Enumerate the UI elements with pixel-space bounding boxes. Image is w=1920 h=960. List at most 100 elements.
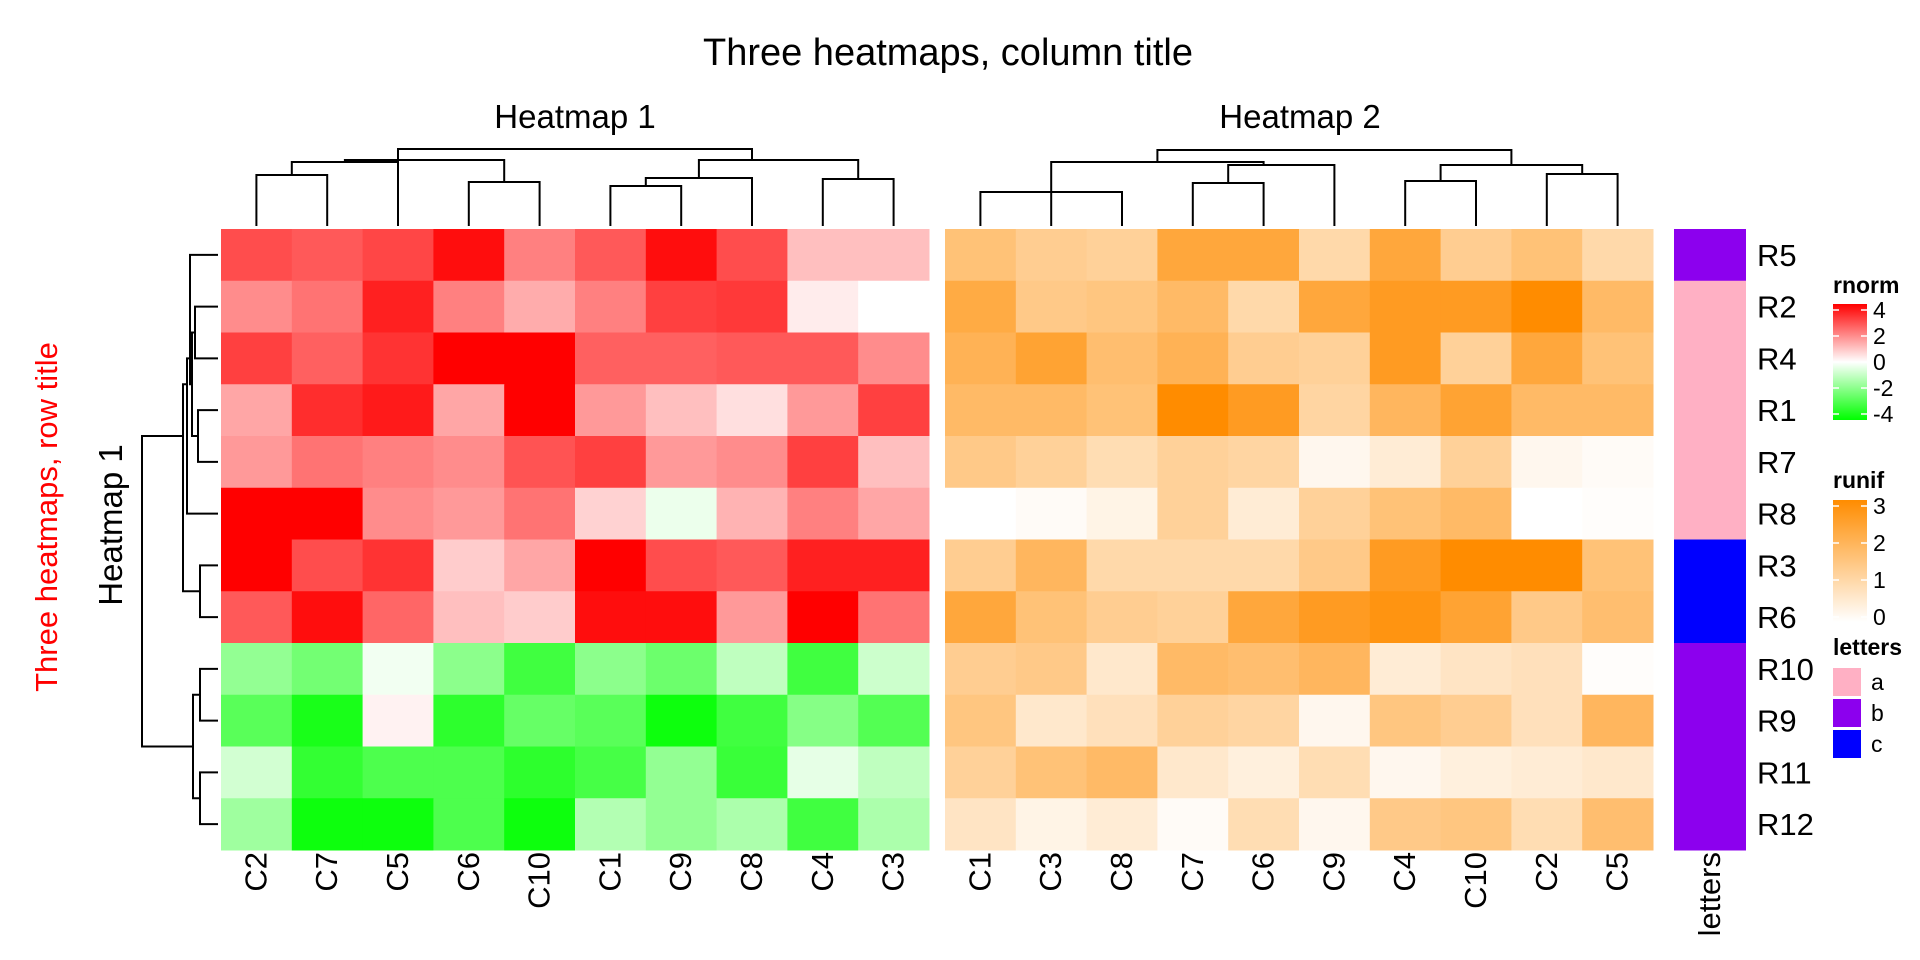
hm2-cell-R5-C8 [1086, 229, 1158, 282]
hm1-cell-R12-C4 [787, 798, 859, 851]
hm2-cell-R8-C7 [1157, 487, 1229, 540]
legend-letters-label-c: c [1871, 731, 1883, 757]
annotation-cell-R6 [1674, 591, 1746, 644]
hm1-cell-R3-C3 [858, 539, 930, 592]
hm1-col-label-C4: C4 [805, 852, 840, 892]
annotation-cell-R1 [1674, 384, 1746, 437]
hm1-cell-R5-C1 [575, 229, 647, 282]
legend-runif-colorbar [1833, 500, 1867, 622]
row-dendro-node [197, 409, 218, 463]
hm2-cell-R8-C3 [1015, 487, 1088, 540]
hm2-cell-R12-C8 [1086, 798, 1158, 851]
hm1-cell-R7-C2 [221, 436, 293, 489]
hm1-cell-R11-C1 [575, 746, 647, 799]
hm1-dendro-node [343, 159, 506, 182]
hm2-cell-R5-C7 [1157, 229, 1229, 282]
hm1-cell-R5-C7 [291, 229, 364, 282]
row-label-R3: R3 [1757, 548, 1797, 583]
annotation-cell-R9 [1674, 694, 1746, 747]
row-split-title: Heatmap 1 [92, 444, 129, 605]
hm1-cell-R1-C10 [504, 384, 576, 437]
hm1-cell-R5-C2 [221, 229, 293, 282]
legend-rnorm-tick: 4 [1873, 297, 1886, 323]
hm1-cell-R9-C6 [433, 694, 505, 747]
hm1-cell-R11-C7 [291, 746, 364, 799]
hm1-cell-R8-C6 [433, 487, 505, 540]
hm1-cell-R12-C9 [645, 798, 718, 851]
hm1-cell-R9-C2 [221, 694, 293, 747]
hm2-cell-R12-C7 [1157, 798, 1229, 851]
hm2-cell-R1-C10 [1440, 384, 1512, 437]
hm2-cell-R1-C6 [1228, 384, 1300, 437]
hm1-cell-R3-C9 [645, 539, 718, 592]
hm1-cell-R8-C3 [858, 487, 930, 540]
hm1-cell-R3-C2 [221, 539, 293, 592]
hm1-cell-R3-C5 [362, 539, 434, 592]
hm1-cell-R3-C1 [575, 539, 647, 592]
hm2-cell-R12-C6 [1228, 798, 1300, 851]
hm2-cell-R2-C5 [1582, 280, 1654, 333]
hm1-col-label-C2: C2 [238, 852, 273, 892]
hm2-cell-R8-C9 [1299, 487, 1371, 540]
hm2-cell-R12-C3 [1015, 798, 1088, 851]
hm1-cell-R11-C4 [787, 746, 859, 799]
hm2-cell-R7-C6 [1228, 436, 1300, 489]
hm1-cell-R9-C4 [787, 694, 859, 747]
hm1-cell-R4-C2 [221, 332, 293, 385]
row-dendro-node [182, 383, 200, 593]
hm2-cell-R1-C4 [1369, 384, 1442, 437]
legend-letters-swatch-c [1833, 730, 1861, 758]
hm2-cell-R3-C8 [1086, 539, 1158, 592]
hm1-cell-R8-C2 [221, 487, 293, 540]
hm2-cell-R4-C7 [1157, 332, 1229, 385]
hm2-cell-R2-C10 [1440, 280, 1512, 333]
legend-letters-label-a: a [1871, 669, 1884, 695]
hm1-cell-R11-C6 [433, 746, 505, 799]
hm2-cell-R10-C9 [1299, 643, 1371, 696]
annotation-cell-R5 [1674, 229, 1746, 282]
hm1-col-label-C6: C6 [451, 852, 486, 892]
hm2-cell-R11-C10 [1440, 746, 1512, 799]
legend-runif-tick: 2 [1873, 530, 1886, 556]
hm1-cell-R9-C9 [645, 694, 718, 747]
hm1-cell-R5-C4 [787, 229, 859, 282]
hm1-cell-R2-C9 [645, 280, 718, 333]
hm2-cell-R12-C5 [1582, 798, 1654, 851]
hm2-dendro-node [1156, 149, 1513, 165]
hm2-cell-R4-C9 [1299, 332, 1371, 385]
hm2-cell-R8-C10 [1440, 487, 1512, 540]
row-dendro-node [186, 357, 218, 515]
hm2-cell-R2-C9 [1299, 280, 1371, 333]
hm1-cell-R4-C7 [291, 332, 364, 385]
hm2-cell-R7-C4 [1369, 436, 1442, 489]
hm2-col-label-C5: C5 [1600, 852, 1635, 892]
hm1-cell-R6-C1 [575, 591, 647, 644]
hm2-cell-R5-C5 [1582, 229, 1654, 282]
hm2-cell-R2-C1 [945, 280, 1017, 333]
hm2-cell-R6-C6 [1228, 591, 1300, 644]
hm1-cell-R10-C4 [787, 643, 859, 696]
hm1-cell-R4-C5 [362, 332, 434, 385]
hm1-dendro-node [467, 181, 541, 226]
hm2-cell-R7-C5 [1582, 436, 1654, 489]
hm1-cell-R1-C6 [433, 384, 505, 437]
letters-annotation [1674, 229, 1746, 851]
hm2-col-label-C6: C6 [1246, 852, 1281, 892]
hm1-cell-R10-C7 [291, 643, 364, 696]
row-label-R8: R8 [1757, 497, 1797, 532]
hm1-cell-R2-C3 [858, 280, 930, 333]
dendrograms [141, 148, 1619, 826]
hm1-cell-R3-C10 [504, 539, 576, 592]
hm1-cell-R7-C5 [362, 436, 434, 489]
row-label-R6: R6 [1757, 600, 1797, 635]
annotation-cell-R10 [1674, 643, 1746, 696]
hm2-cell-R6-C3 [1015, 591, 1088, 644]
hm2-dendro-node [1227, 164, 1336, 226]
annotation-cell-R4 [1674, 332, 1746, 385]
hm1-cell-R9-C8 [716, 694, 788, 747]
hm1-cell-R9-C5 [362, 694, 434, 747]
hm2-cell-R4-C4 [1369, 332, 1442, 385]
hm2-cell-R5-C1 [945, 229, 1017, 282]
hm2-cell-R7-C7 [1157, 436, 1229, 489]
hm1-col-label-C9: C9 [663, 852, 698, 892]
